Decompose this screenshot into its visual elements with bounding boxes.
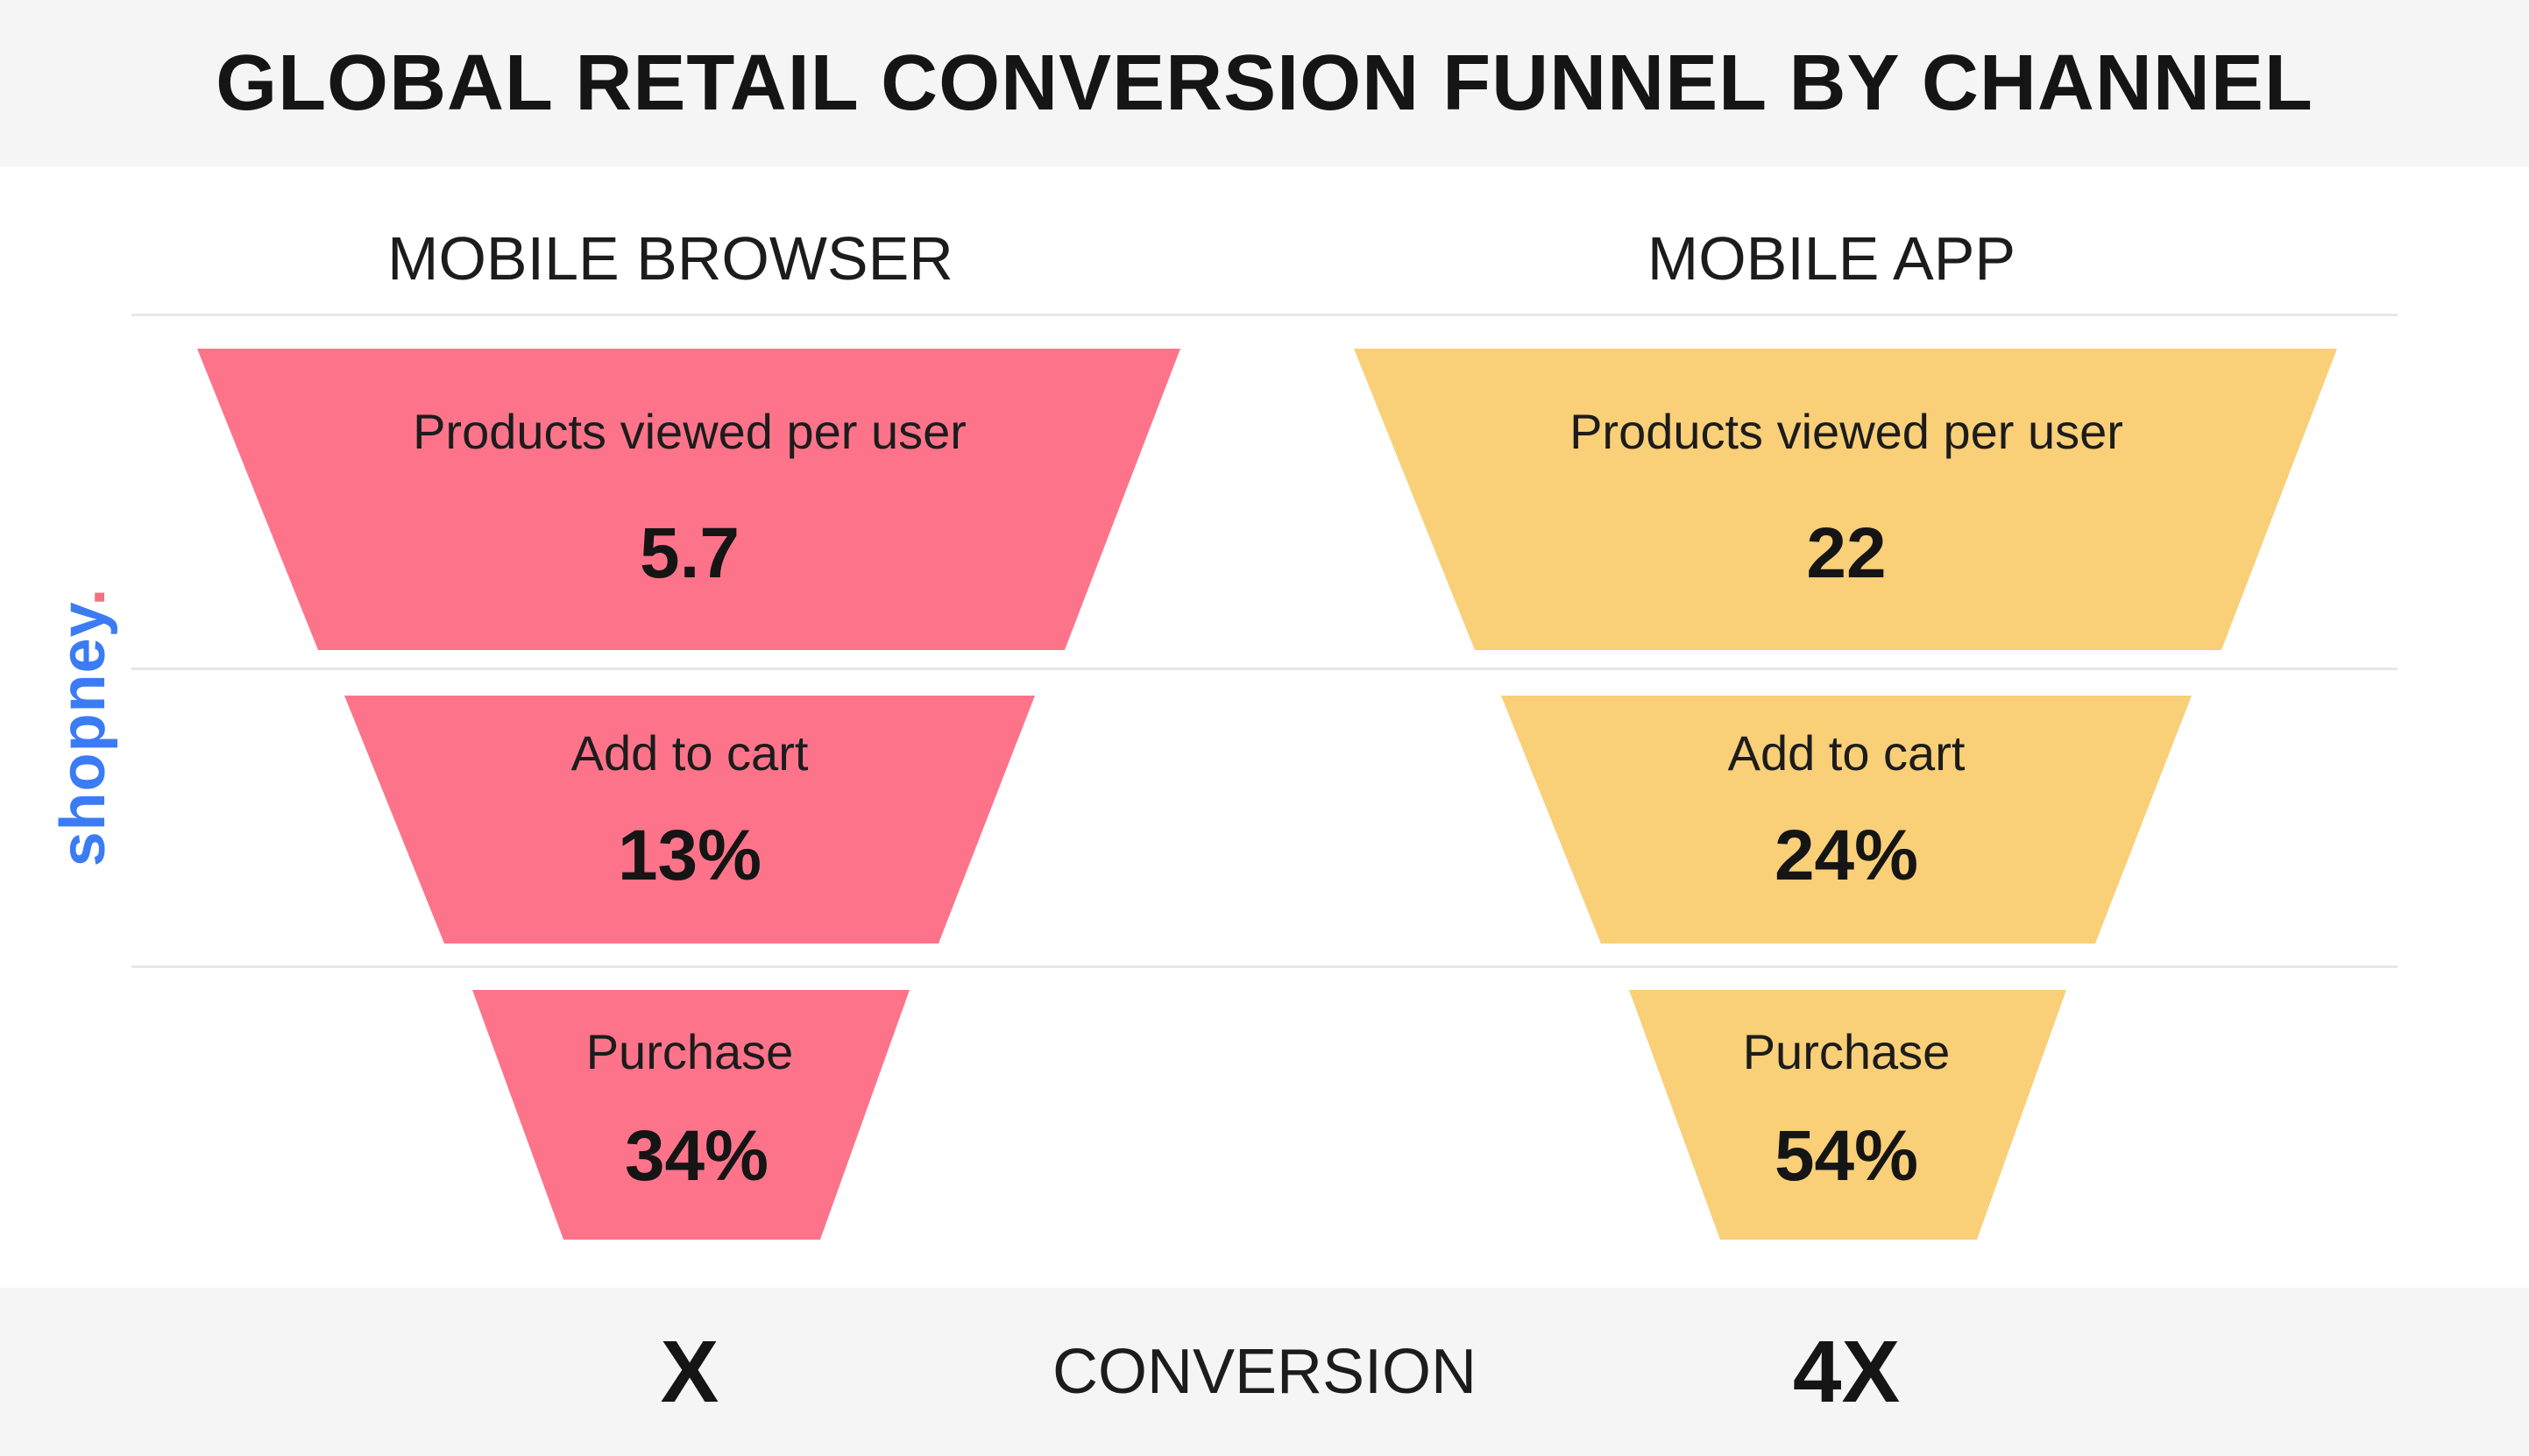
app-stage-1-value: 22 [1806, 513, 1887, 593]
browser-stage-3-label: Purchase [585, 1024, 794, 1079]
column-heading-mobile-app: MOBILE APP [1647, 224, 2016, 293]
divider-middle [131, 668, 2398, 670]
footer-band [0, 1288, 2529, 1456]
conversion-label: CONVERSION [1052, 1337, 1477, 1407]
app-funnel-stage-3 [1629, 990, 2066, 1240]
app-stage-3-value: 54% [1774, 1116, 1919, 1196]
browser-stage-3-value: 34% [624, 1116, 769, 1196]
browser-stage-1-label: Products viewed per user [413, 404, 967, 459]
browser-conversion-multiplier: X [660, 1322, 719, 1421]
column-heading-mobile-browser: MOBILE BROWSER [387, 224, 953, 293]
app-stage-1-label: Products viewed per user [1569, 404, 2123, 459]
app-conversion-multiplier: 4X [1792, 1322, 1901, 1421]
app-stage-2-label: Add to cart [1727, 725, 1966, 781]
browser-funnel-stage-3 [472, 990, 910, 1240]
page-title: GLOBAL RETAIL CONVERSION FUNNEL BY CHANN… [216, 39, 2313, 127]
browser-funnel-stage-2 [344, 696, 1035, 944]
app-stage-2-value: 24% [1774, 816, 1919, 895]
divider-top [131, 314, 2398, 316]
browser-stage-1-value: 5.7 [640, 513, 740, 593]
divider-bottom [131, 965, 2398, 968]
browser-stage-2-value: 13% [617, 816, 762, 895]
browser-stage-2-label: Add to cart [570, 725, 809, 781]
header-band [0, 0, 2529, 166]
app-stage-3-label: Purchase [1742, 1024, 1951, 1079]
app-funnel-stage-1 [1354, 349, 2337, 650]
browser-funnel-stage-1 [197, 349, 1180, 650]
app-funnel-stage-2 [1501, 696, 2192, 944]
